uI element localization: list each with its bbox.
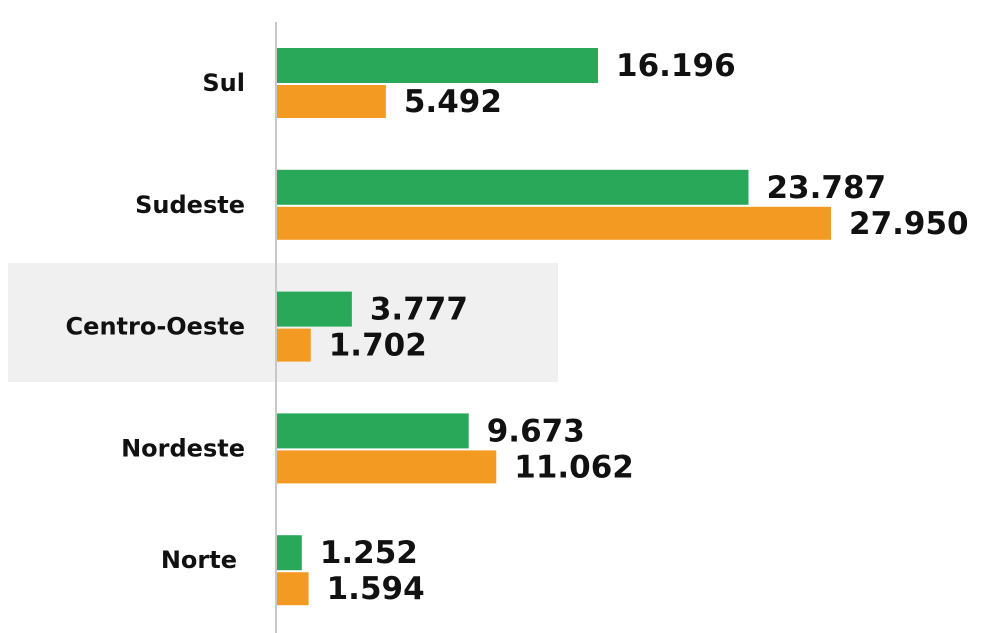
value-label: 11.062: [514, 449, 634, 485]
category-label: Centro-Oeste: [66, 313, 245, 341]
category-label: Nordeste: [121, 434, 245, 462]
value-label: 1.702: [329, 328, 427, 364]
bar: [277, 450, 497, 484]
category-label: Norte: [161, 546, 237, 574]
value-label: 3.777: [370, 292, 468, 328]
value-label: 16.196: [616, 48, 736, 84]
bar: [277, 328, 311, 362]
bar: [277, 535, 302, 571]
bar: [277, 291, 352, 327]
bar: [277, 206, 831, 240]
bar: [277, 413, 469, 449]
value-label: 1.252: [320, 535, 418, 571]
value-label: 1.594: [327, 571, 425, 607]
bar: [277, 572, 309, 606]
value-label: 23.787: [766, 170, 886, 206]
bar: [277, 169, 749, 205]
bar: [277, 48, 599, 83]
value-label: 27.950: [849, 206, 969, 242]
value-label: 9.673: [487, 413, 585, 449]
category-label: Sudeste: [135, 191, 245, 219]
category-label: Sul: [202, 69, 245, 97]
value-label: 5.492: [404, 84, 502, 120]
bar: [277, 85, 386, 118]
